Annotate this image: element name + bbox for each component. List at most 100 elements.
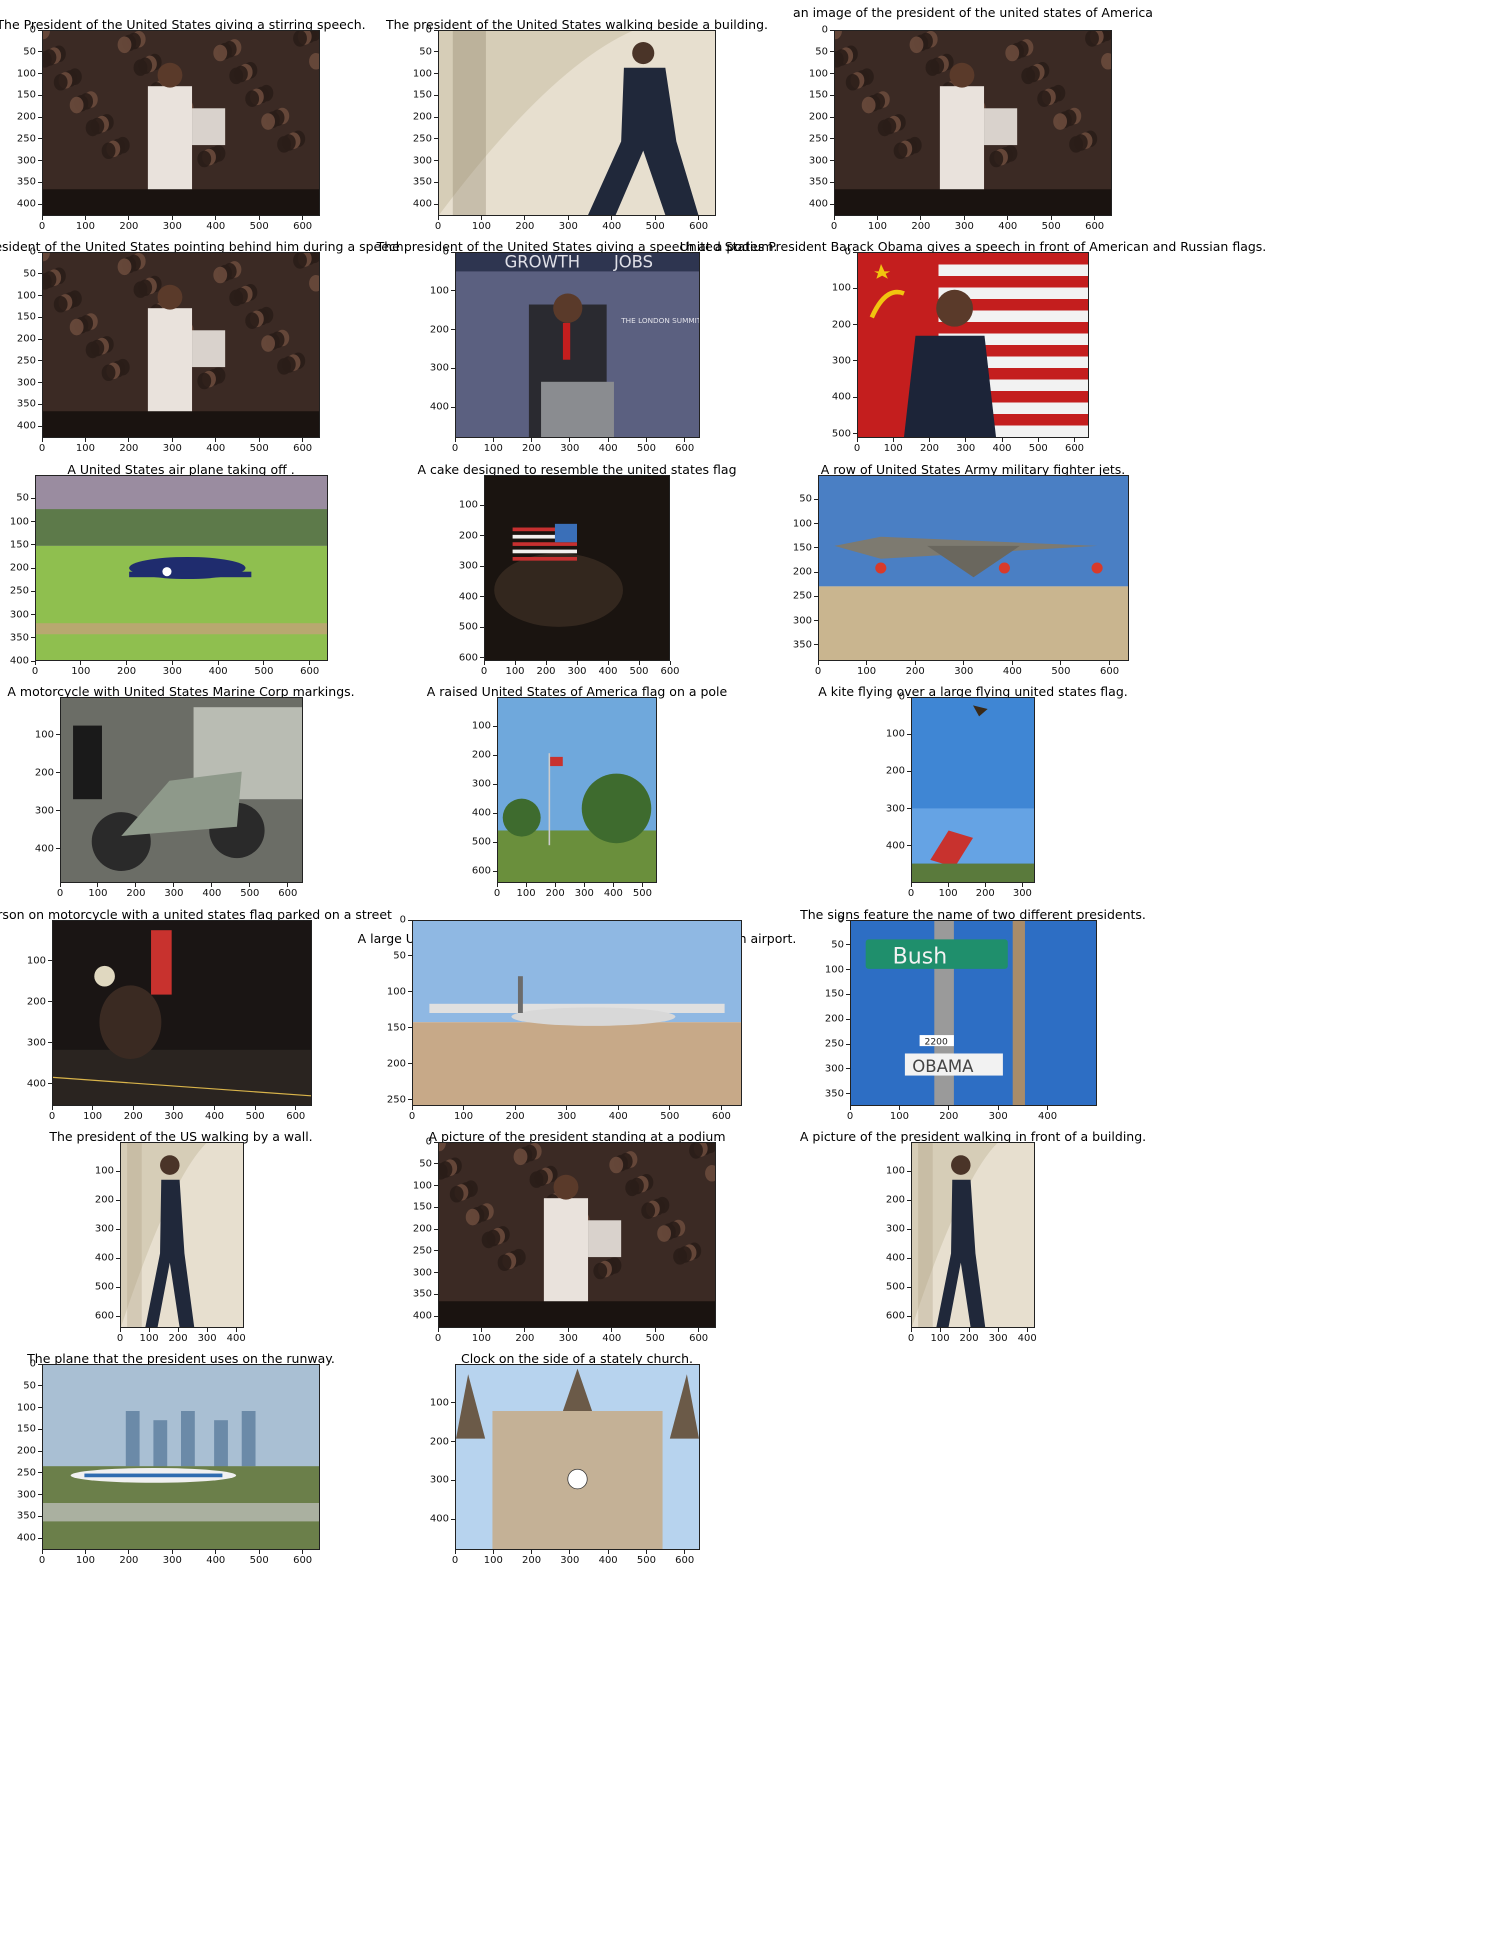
y-tick-mark (434, 1141, 438, 1143)
y-tick-mark (493, 783, 497, 785)
y-tick-mark (31, 590, 35, 592)
x-tick-label: 400 (206, 443, 226, 454)
y-tick-label: 300 (34, 805, 54, 817)
subplot-title: A cake designed to resemble the united s… (417, 462, 737, 477)
y-tick-label: 350 (16, 398, 36, 410)
image-axes: Bush 2200 OBAMA (850, 920, 1097, 1106)
image-axes (412, 920, 742, 1106)
y-tick-label: 400 (429, 1513, 449, 1525)
image-axes (484, 475, 670, 661)
x-tick-label: 200 (515, 221, 535, 232)
x-tick-label: 0 (116, 1333, 124, 1344)
x-tick-mark (215, 216, 217, 220)
x-tick-label: 100 (930, 1333, 950, 1344)
y-tick-mark (434, 160, 438, 162)
y-tick-mark (451, 1518, 455, 1520)
y-tick-label: 400 (9, 655, 29, 667)
x-tick-mark (1026, 1328, 1028, 1332)
photo-image (439, 31, 715, 215)
photo-image (439, 1143, 715, 1327)
y-tick-mark (38, 1515, 42, 1517)
image-axes (834, 30, 1112, 216)
x-tick-label: 400 (206, 221, 226, 232)
x-tick-label: 300 (954, 221, 974, 232)
x-tick-mark (963, 661, 965, 665)
y-tick-label: 150 (9, 539, 29, 551)
x-tick-label: 500 (645, 221, 665, 232)
y-tick-mark (830, 181, 834, 183)
y-tick-label: 200 (429, 1436, 449, 1447)
x-tick-mark (898, 1106, 900, 1110)
y-tick-label: 500 (458, 621, 478, 633)
x-tick-label: 200 (119, 1555, 139, 1566)
x-tick-mark (524, 216, 526, 220)
y-tick-mark (116, 1199, 120, 1201)
x-tick-label: 300 (567, 666, 587, 677)
x-tick-mark (720, 1106, 722, 1110)
y-tick-label: 300 (429, 1474, 449, 1486)
x-tick-label: 0 (56, 888, 64, 899)
y-tick-mark (830, 160, 834, 162)
x-tick-mark (866, 661, 868, 665)
x-tick-label: 0 (38, 221, 46, 232)
y-tick-label: 300 (885, 1223, 905, 1235)
y-tick-label: 500 (471, 836, 491, 848)
y-tick-mark (408, 1027, 412, 1029)
x-tick-label: 500 (660, 1111, 680, 1122)
x-tick-label: 300 (162, 221, 182, 232)
photo-image (819, 476, 1128, 660)
x-tick-label: 600 (1100, 666, 1120, 677)
y-tick-label: 350 (412, 1288, 432, 1300)
y-tick-mark (38, 382, 42, 384)
y-tick-label: 200 (792, 566, 812, 578)
y-tick-label: 300 (16, 1489, 36, 1501)
x-tick-label: 200 (515, 1333, 535, 1344)
y-tick-mark (830, 138, 834, 140)
x-tick-mark (654, 1328, 656, 1332)
y-tick-label: 200 (9, 562, 29, 574)
x-tick-label: 0 (38, 1555, 46, 1566)
x-tick-mark (84, 216, 86, 220)
y-tick-label: 250 (16, 1467, 36, 1479)
x-tick-label: 500 (249, 443, 269, 454)
x-tick-label: 200 (505, 1111, 525, 1122)
x-tick-mark (437, 1328, 439, 1332)
y-tick-mark (31, 614, 35, 615)
x-tick-mark (1060, 661, 1062, 665)
x-tick-mark (437, 216, 439, 220)
photo-image (43, 31, 319, 215)
y-tick-label: 150 (808, 89, 828, 101)
x-tick-mark (914, 661, 916, 665)
x-tick-label: 200 (959, 1333, 979, 1344)
y-tick-mark (907, 733, 911, 735)
y-tick-mark (434, 1228, 438, 1230)
x-tick-mark (929, 438, 930, 442)
x-tick-mark (645, 1550, 647, 1554)
y-tick-label: 100 (16, 290, 36, 302)
x-tick-mark (1094, 216, 1096, 220)
y-tick-label: 250 (9, 585, 29, 597)
x-tick-label: 300 (1012, 888, 1032, 899)
y-tick-mark (907, 1257, 911, 1259)
y-tick-label: 100 (412, 1180, 432, 1192)
y-tick-label: 0 (898, 691, 905, 703)
y-tick-label: 200 (808, 111, 828, 123)
y-tick-mark (853, 324, 857, 326)
y-tick-mark (830, 116, 834, 118)
y-tick-mark (434, 1293, 438, 1295)
y-tick-mark (38, 1472, 42, 1474)
y-tick-label: 200 (94, 1194, 114, 1206)
y-tick-label: 300 (16, 377, 36, 389)
y-tick-mark (814, 547, 818, 549)
x-tick-label: 100 (505, 666, 525, 677)
x-tick-label: 200 (123, 1111, 143, 1122)
x-tick-label: 400 (206, 1555, 226, 1566)
x-tick-label: 400 (598, 666, 618, 677)
x-tick-mark (173, 883, 175, 887)
photo-image (912, 698, 1034, 882)
x-tick-mark (302, 1550, 304, 1554)
y-tick-mark (31, 567, 35, 569)
y-tick-label: 300 (26, 1037, 46, 1049)
x-tick-mark (171, 661, 173, 665)
y-tick-mark (48, 1083, 52, 1085)
